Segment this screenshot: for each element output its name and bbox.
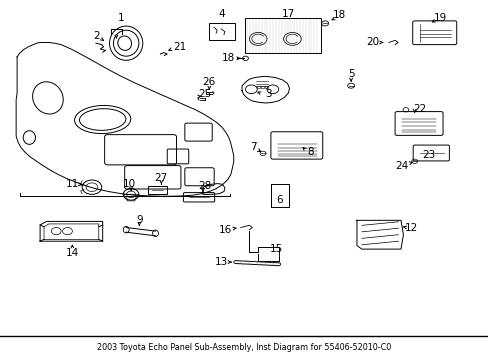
Text: 23: 23 xyxy=(422,150,435,160)
Bar xyxy=(245,18,321,53)
Text: 26: 26 xyxy=(202,77,216,87)
Text: 14: 14 xyxy=(65,248,79,258)
Text: 6: 6 xyxy=(276,195,283,205)
Text: 22: 22 xyxy=(412,104,426,114)
Text: 13: 13 xyxy=(214,257,227,267)
Text: 11: 11 xyxy=(65,179,79,189)
Bar xyxy=(257,86,260,88)
Text: 2003 Toyota Echo Panel Sub-Assembly, Inst Diagram for 55406-52010-C0: 2003 Toyota Echo Panel Sub-Assembly, Ins… xyxy=(97,343,391,352)
Bar xyxy=(264,86,267,88)
Text: 19: 19 xyxy=(432,13,446,23)
Text: 8: 8 xyxy=(306,147,313,157)
Bar xyxy=(147,186,167,194)
Text: 15: 15 xyxy=(269,244,283,254)
Text: 16: 16 xyxy=(219,225,232,235)
Text: 9: 9 xyxy=(136,215,142,225)
Text: 17: 17 xyxy=(281,9,295,19)
Text: 27: 27 xyxy=(154,173,168,183)
Text: 25: 25 xyxy=(197,89,211,99)
Text: 1: 1 xyxy=(118,13,124,23)
Text: 20: 20 xyxy=(366,37,378,48)
Text: 24: 24 xyxy=(394,161,408,171)
Text: 18: 18 xyxy=(332,10,346,20)
Text: 18: 18 xyxy=(222,53,235,63)
Bar xyxy=(209,23,234,40)
Bar xyxy=(261,86,264,88)
Text: 12: 12 xyxy=(404,222,418,233)
Text: 4: 4 xyxy=(218,9,225,19)
Text: 5: 5 xyxy=(347,69,354,79)
Text: 21: 21 xyxy=(173,42,186,52)
Text: 2: 2 xyxy=(93,31,100,41)
Text: 10: 10 xyxy=(123,179,136,189)
Text: 3: 3 xyxy=(264,89,271,99)
Text: 28: 28 xyxy=(197,181,211,192)
Text: 7: 7 xyxy=(249,142,256,152)
